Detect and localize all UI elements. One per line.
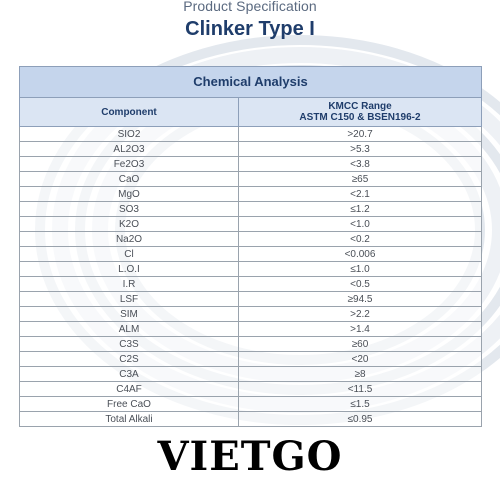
component-cell: I.R [19, 276, 239, 292]
component-cell: Total Alkali [19, 411, 239, 427]
chemical-analysis-table: Chemical Analysis Component KMCC Range A… [19, 66, 482, 427]
footer: VIETGO [0, 432, 500, 482]
table-row: LSF ≥94.5 [19, 291, 482, 307]
range-cell: >5.3 [238, 141, 482, 157]
page-header: Product Specification Clinker Type I [0, 0, 500, 66]
page-title: Clinker Type I [185, 18, 315, 40]
table-body: SIO2 >20.7 AL2O3 >5.3 Fe2O3 <3.8 CaO ≥65 MgO <2.1… [19, 126, 482, 427]
component-cell: SO3 [19, 201, 239, 217]
range-header-line2: ASTM C150 & BSEN196-2 [299, 112, 421, 123]
component-cell: L.O.I [19, 261, 239, 277]
range-cell: <2.1 [238, 186, 482, 202]
component-cell: LSF [19, 291, 239, 307]
component-cell: C3S [19, 336, 239, 352]
component-cell: MgO [19, 186, 239, 202]
range-cell: >1.4 [238, 321, 482, 337]
range-cell: ≤0.95 [238, 411, 482, 427]
range-header-line1: KMCC Range [328, 101, 392, 112]
component-cell: C3A [19, 366, 239, 382]
range-cell: <1.0 [238, 216, 482, 232]
component-cell: SIM [19, 306, 239, 322]
table-row: K2O <1.0 [19, 216, 482, 232]
range-column-header: KMCC Range ASTM C150 & BSEN196-2 [238, 97, 482, 127]
table-row: MgO <2.1 [19, 186, 482, 202]
table-caption-row: Chemical Analysis [19, 66, 482, 98]
range-cell: >20.7 [238, 126, 482, 142]
range-cell: ≤1.0 [238, 261, 482, 277]
table-row: C3A ≥8 [19, 366, 482, 382]
table-row: ALM >1.4 [19, 321, 482, 337]
table-row: AL2O3 >5.3 [19, 141, 482, 157]
component-cell: Na2O [19, 231, 239, 247]
component-cell: C4AF [19, 381, 239, 397]
range-cell: <11.5 [238, 381, 482, 397]
range-cell: ≤1.2 [238, 201, 482, 217]
range-cell: >2.2 [238, 306, 482, 322]
component-cell: K2O [19, 216, 239, 232]
component-cell: C2S [19, 351, 239, 367]
component-cell: SIO2 [19, 126, 239, 142]
table-row: Free CaO ≤1.5 [19, 396, 482, 412]
range-cell: <0.2 [238, 231, 482, 247]
range-cell: ≥65 [238, 171, 482, 187]
table-row: SO3 ≤1.2 [19, 201, 482, 217]
table-header-row: Component KMCC Range ASTM C150 & BSEN196… [19, 97, 482, 127]
range-cell: <20 [238, 351, 482, 367]
component-column-header: Component [19, 97, 239, 127]
table-row: Na2O <0.2 [19, 231, 482, 247]
table-row: C4AF <11.5 [19, 381, 482, 397]
component-cell: AL2O3 [19, 141, 239, 157]
range-cell: ≥8 [238, 366, 482, 382]
table-row: Fe2O3 <3.8 [19, 156, 482, 172]
brand-logo-text: VIETGO [157, 433, 343, 480]
range-cell: ≤1.5 [238, 396, 482, 412]
range-cell: <0.5 [238, 276, 482, 292]
range-cell: <3.8 [238, 156, 482, 172]
table-caption: Chemical Analysis [19, 66, 482, 98]
component-cell: CaO [19, 171, 239, 187]
table-row: SIO2 >20.7 [19, 126, 482, 142]
range-cell: ≥60 [238, 336, 482, 352]
page-subtitle: Product Specification [183, 0, 317, 14]
table-row: Cl <0.006 [19, 246, 482, 262]
table-row: Total Alkali ≤0.95 [19, 411, 482, 427]
range-cell: ≥94.5 [238, 291, 482, 307]
component-cell: ALM [19, 321, 239, 337]
table-row: C3S ≥60 [19, 336, 482, 352]
component-cell: Cl [19, 246, 239, 262]
table-row: I.R <0.5 [19, 276, 482, 292]
table-row: SIM >2.2 [19, 306, 482, 322]
table-row: CaO ≥65 [19, 171, 482, 187]
component-cell: Free CaO [19, 396, 239, 412]
table-row: L.O.I ≤1.0 [19, 261, 482, 277]
range-cell: <0.006 [238, 246, 482, 262]
component-cell: Fe2O3 [19, 156, 239, 172]
table-row: C2S <20 [19, 351, 482, 367]
